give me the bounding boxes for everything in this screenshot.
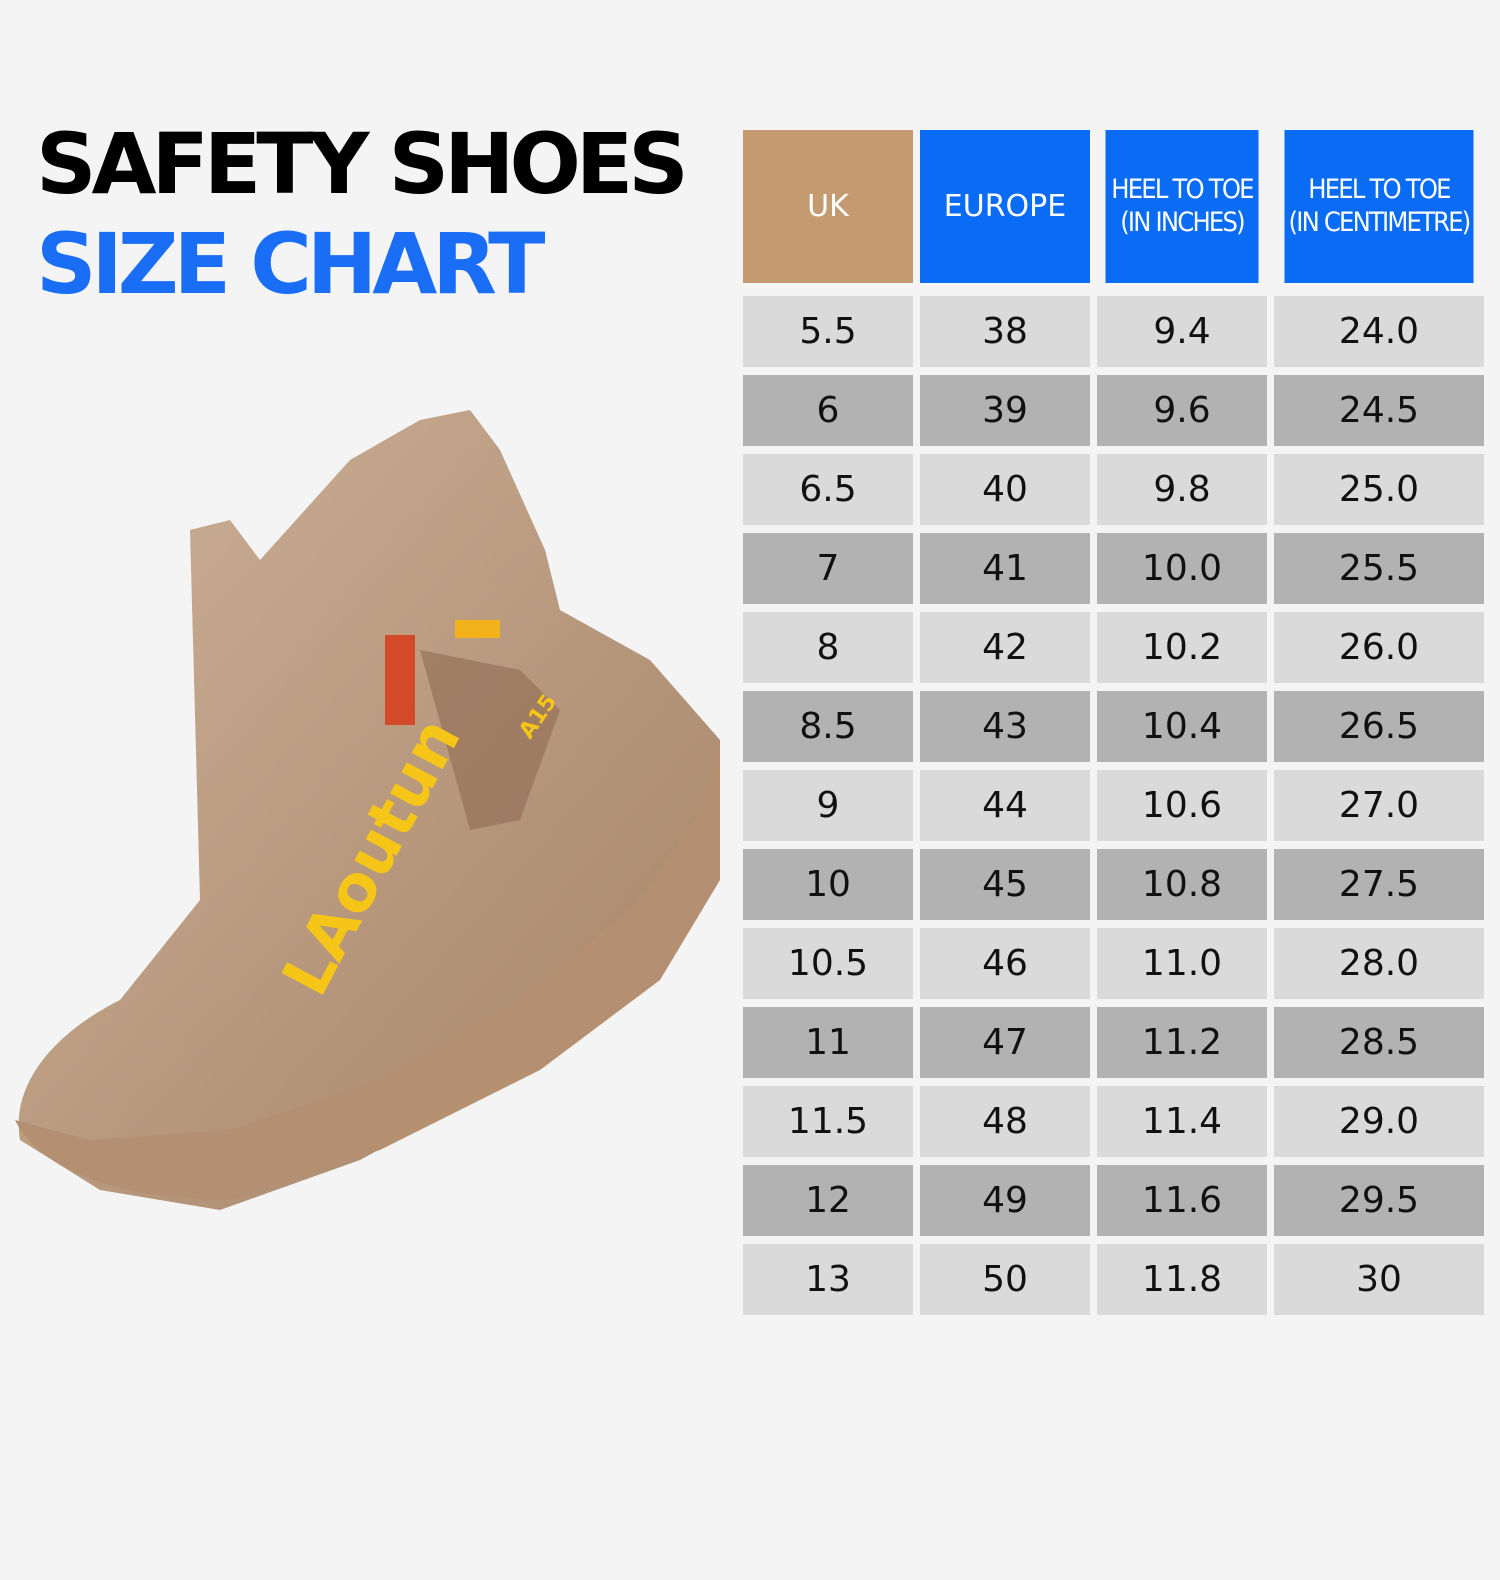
table-cell: 9.6 — [1097, 375, 1267, 446]
table-cell: 10 — [743, 849, 913, 920]
table-cell: 10.8 — [1097, 849, 1267, 920]
shoe-panel — [420, 650, 560, 830]
table-cell: 11.6 — [1097, 1165, 1267, 1236]
table-cell: 26.0 — [1274, 612, 1484, 683]
table-cell: 9.8 — [1097, 454, 1267, 525]
table-cell: 11.5 — [743, 1086, 913, 1157]
shoe-tab — [385, 635, 415, 725]
table-cell: 13 — [743, 1244, 913, 1315]
subtitle: SIZE CHART — [36, 215, 545, 313]
table-cell: 11.0 — [1097, 928, 1267, 999]
table-cell: 39 — [920, 375, 1090, 446]
table-cell: 6 — [743, 375, 913, 446]
table-cell: 24.5 — [1274, 375, 1484, 446]
header-text: (IN CENTIMETRE) — [1288, 206, 1472, 238]
table-cell: 10.0 — [1097, 533, 1267, 604]
table-cell: 11.4 — [1097, 1086, 1267, 1157]
table-cell: 29.0 — [1274, 1086, 1484, 1157]
table-cell: 10.2 — [1097, 612, 1267, 683]
table-cell: 28.0 — [1274, 928, 1484, 999]
header-text: EUROPE — [943, 188, 1067, 224]
header-text: HEEL TO TOE — [1308, 174, 1451, 206]
table-cell: 27.0 — [1274, 770, 1484, 841]
title: SAFETY SHOES — [36, 115, 689, 213]
table-cell: 6.5 — [743, 454, 913, 525]
table-cell: 45 — [920, 849, 1090, 920]
table-cell: 50 — [920, 1244, 1090, 1315]
table-cell: 41 — [920, 533, 1090, 604]
table-cell: 9 — [743, 770, 913, 841]
table-cell: 28.5 — [1274, 1007, 1484, 1078]
table-cell: 10.6 — [1097, 770, 1267, 841]
table-cell: 5.5 — [743, 296, 913, 367]
table-cell: 40 — [920, 454, 1090, 525]
table-cell: 11.2 — [1097, 1007, 1267, 1078]
table-cell: 27.5 — [1274, 849, 1484, 920]
table-cell: 25.5 — [1274, 533, 1484, 604]
table-cell: 44 — [920, 770, 1090, 841]
header-cell: EUROPE — [920, 130, 1090, 283]
table-cell: 30 — [1274, 1244, 1484, 1315]
table-cell: 11 — [743, 1007, 913, 1078]
page: SAFETY SHOES SIZE CHART LAoutun A15 UK EU… — [15, 115, 1484, 1315]
table-cell: 9.4 — [1097, 296, 1267, 367]
table-cell: 8.5 — [743, 691, 913, 762]
table-cell: 42 — [920, 612, 1090, 683]
table-cell: 49 — [920, 1165, 1090, 1236]
table-cell: 7 — [743, 533, 913, 604]
table-cell: 48 — [920, 1086, 1090, 1157]
header-text: HEEL TO TOE — [1111, 174, 1254, 206]
table-cell: 10.4 — [1097, 691, 1267, 762]
shoe-image: LAoutun A15 — [15, 410, 721, 1210]
header-cell: HEEL TO TOE (IN CENTIMETRE) — [1284, 130, 1474, 283]
table-cell: 38 — [920, 296, 1090, 367]
shoe-sole — [15, 740, 720, 1200]
table-cell: 11.8 — [1097, 1244, 1267, 1315]
header-text: UK — [807, 188, 849, 224]
header-text: (IN INCHES) — [1120, 206, 1245, 238]
table-cell: 24.0 — [1274, 296, 1484, 367]
table-cell: 46 — [920, 928, 1090, 999]
table-cell: 43 — [920, 691, 1090, 762]
shoe-tag — [455, 620, 500, 638]
table-cell: 12 — [743, 1165, 913, 1236]
table-cell: 8 — [743, 612, 913, 683]
header-cell: UK — [743, 130, 913, 283]
table-cell: 25.0 — [1274, 454, 1484, 525]
table-cell: 10.5 — [743, 928, 913, 999]
table-cell: 26.5 — [1274, 691, 1484, 762]
table-cell: 47 — [920, 1007, 1090, 1078]
header-cell: HEEL TO TOE (IN INCHES) — [1105, 130, 1259, 283]
table-cell: 29.5 — [1274, 1165, 1484, 1236]
